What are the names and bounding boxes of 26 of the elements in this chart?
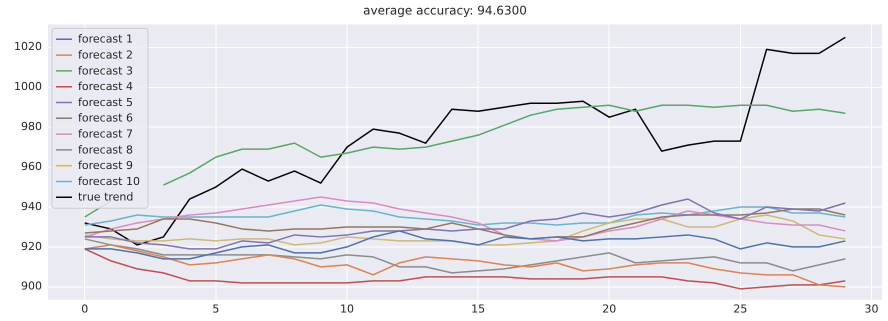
- y-tick-label: 980: [20, 120, 42, 134]
- legend-label: forecast 9: [78, 159, 133, 172]
- chart-title: average accuracy: 94.6300: [363, 3, 527, 18]
- y-tick-label: 920: [20, 240, 42, 253]
- legend-label: forecast 10: [78, 174, 140, 188]
- legend-label: forecast 4: [78, 80, 133, 94]
- legend-label: forecast 8: [78, 143, 133, 156]
- legend-label: forecast 5: [78, 96, 133, 109]
- legend-label: forecast 1: [78, 32, 133, 46]
- y-tick-label: 940: [20, 200, 42, 213]
- x-tick-label: 25: [733, 302, 748, 316]
- x-tick-label: 15: [471, 302, 486, 316]
- y-tick-label: 900: [20, 280, 42, 293]
- legend-label: forecast 6: [78, 112, 133, 125]
- x-tick-label: 30: [864, 302, 879, 316]
- y-tick-label: 960: [20, 160, 42, 173]
- legend-label: forecast 3: [78, 64, 133, 78]
- legend-label: forecast 2: [78, 48, 133, 62]
- y-tick-label: 1020: [14, 40, 42, 54]
- x-tick-label: 20: [602, 302, 616, 316]
- x-tick-label: 10: [340, 302, 354, 316]
- x-tick-label: 0: [81, 302, 88, 316]
- legend-label: true trend: [78, 190, 134, 204]
- x-tick-label: 5: [212, 302, 220, 316]
- legend-label: forecast 7: [78, 127, 133, 140]
- y-tick-label: 1000: [14, 80, 42, 94]
